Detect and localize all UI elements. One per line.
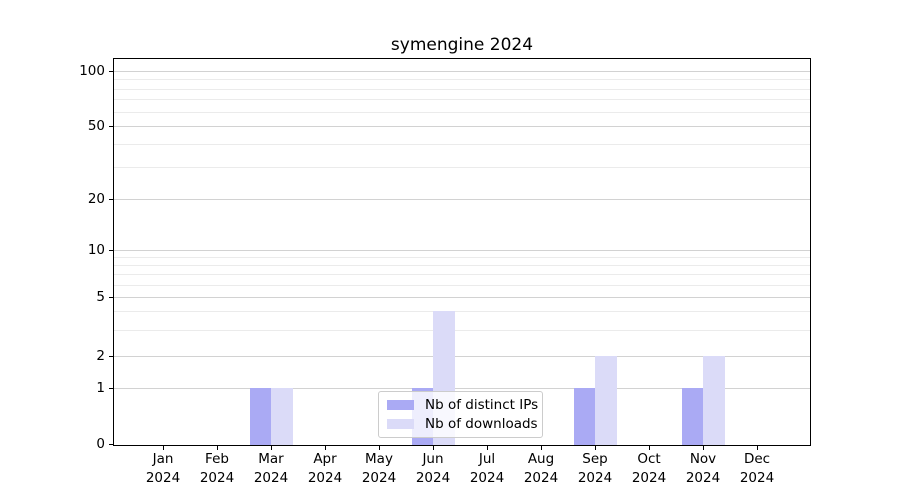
gridline-major xyxy=(114,199,810,200)
gridline-major xyxy=(114,71,810,72)
y-tick-label: 20 xyxy=(61,190,105,208)
figure: symengine 2024 Nb of distinct IPsNb of d… xyxy=(0,0,900,500)
x-tick-month: May xyxy=(349,450,409,469)
bar-distinct-ips-mar xyxy=(250,388,271,445)
gridline-minor xyxy=(114,330,810,331)
x-tick-label-feb: Feb2024 xyxy=(187,450,247,487)
bar-downloads-nov xyxy=(703,356,725,445)
gridline-minor xyxy=(114,112,810,113)
y-tick-label: 10 xyxy=(61,241,105,259)
legend-swatch-distinct-ips xyxy=(387,400,414,410)
x-tick-year: 2024 xyxy=(295,469,355,488)
x-tick-year: 2024 xyxy=(349,469,409,488)
x-tick-month: Nov xyxy=(673,450,733,469)
x-tick-year: 2024 xyxy=(187,469,247,488)
x-tick-year: 2024 xyxy=(619,469,679,488)
x-tick-year: 2024 xyxy=(133,469,193,488)
x-tick-year: 2024 xyxy=(403,469,463,488)
gridline-minor xyxy=(114,311,810,312)
x-tick-month: Jun xyxy=(403,450,463,469)
legend-label-downloads: Nb of downloads xyxy=(425,416,538,432)
gridline-minor xyxy=(114,99,810,100)
gridline-minor xyxy=(114,79,810,80)
gridline-minor xyxy=(114,144,810,145)
y-tick-mark xyxy=(109,199,113,200)
plot-area xyxy=(113,58,811,446)
gridline-minor xyxy=(114,265,810,266)
chart-title: symengine 2024 xyxy=(114,35,810,55)
gridline-minor xyxy=(114,167,810,168)
gridline-major xyxy=(114,297,810,298)
x-tick-month: Oct xyxy=(619,450,679,469)
x-tick-month: Aug xyxy=(511,450,571,469)
x-tick-label-dec: Dec2024 xyxy=(727,450,787,487)
bar-downloads-sep xyxy=(595,356,617,445)
x-tick-month: Feb xyxy=(187,450,247,469)
bar-downloads-mar xyxy=(271,388,293,445)
legend-item-distinct-ips: Nb of distinct IPs xyxy=(379,397,542,413)
legend-item-downloads: Nb of downloads xyxy=(379,416,542,432)
x-tick-month: Sep xyxy=(565,450,625,469)
x-tick-label-apr: Apr2024 xyxy=(295,450,355,487)
bar-distinct-ips-sep xyxy=(574,388,595,445)
gridline-minor xyxy=(114,274,810,275)
gridline-major xyxy=(114,250,810,251)
legend: Nb of distinct IPs Nb of downloads xyxy=(378,391,543,438)
y-tick-mark xyxy=(109,356,113,357)
bar-distinct-ips-nov xyxy=(682,388,703,445)
x-tick-label-nov: Nov2024 xyxy=(673,450,733,487)
legend-swatch-downloads xyxy=(387,419,414,429)
x-tick-month: Jul xyxy=(457,450,517,469)
y-tick-label: 0 xyxy=(61,435,105,453)
y-tick-mark xyxy=(109,297,113,298)
x-tick-year: 2024 xyxy=(457,469,517,488)
x-tick-month: Mar xyxy=(241,450,301,469)
x-tick-label-jul: Jul2024 xyxy=(457,450,517,487)
y-tick-mark xyxy=(109,444,113,445)
x-tick-label-jun: Jun2024 xyxy=(403,450,463,487)
x-tick-month: Apr xyxy=(295,450,355,469)
y-tick-mark xyxy=(109,126,113,127)
y-tick-label: 2 xyxy=(61,347,105,365)
x-tick-year: 2024 xyxy=(241,469,301,488)
x-tick-month: Jan xyxy=(133,450,193,469)
x-tick-label-mar: Mar2024 xyxy=(241,450,301,487)
x-tick-year: 2024 xyxy=(727,469,787,488)
x-tick-year: 2024 xyxy=(565,469,625,488)
x-tick-year: 2024 xyxy=(673,469,733,488)
y-tick-label: 50 xyxy=(61,117,105,135)
y-tick-mark xyxy=(109,250,113,251)
x-tick-label-sep: Sep2024 xyxy=(565,450,625,487)
y-tick-label: 5 xyxy=(61,288,105,306)
x-tick-label-may: May2024 xyxy=(349,450,409,487)
x-tick-label-jan: Jan2024 xyxy=(133,450,193,487)
gridline-major xyxy=(114,126,810,127)
gridline-minor xyxy=(114,285,810,286)
gridline-minor xyxy=(114,257,810,258)
y-tick-mark xyxy=(109,71,113,72)
x-tick-year: 2024 xyxy=(511,469,571,488)
y-tick-label: 1 xyxy=(61,379,105,397)
legend-label-distinct-ips: Nb of distinct IPs xyxy=(425,397,538,413)
y-tick-label: 100 xyxy=(61,62,105,80)
gridline-minor xyxy=(114,89,810,90)
x-tick-label-aug: Aug2024 xyxy=(511,450,571,487)
y-tick-mark xyxy=(109,388,113,389)
x-tick-label-oct: Oct2024 xyxy=(619,450,679,487)
x-tick-month: Dec xyxy=(727,450,787,469)
